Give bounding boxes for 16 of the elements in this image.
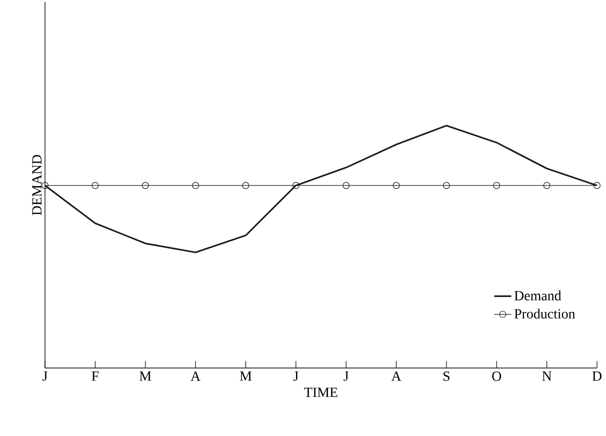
x-tick-label: N <box>542 372 552 381</box>
x-tick-label: J <box>344 372 349 381</box>
x-tick-label: D <box>592 372 602 381</box>
x-tick-label: M <box>240 372 252 381</box>
legend-label: Production <box>514 308 576 319</box>
y-axis-title: DEMAND <box>32 154 42 216</box>
x-tick-label: S <box>444 372 450 381</box>
x-tick-label: O <box>492 372 502 381</box>
x-tick-label: J <box>42 372 48 381</box>
x-tick-label: A <box>391 372 402 381</box>
x-axis-title: TIME <box>304 388 338 397</box>
x-tick-label: M <box>140 372 152 381</box>
legend-label: Demand <box>514 290 562 300</box>
x-tick-label: J <box>293 372 298 381</box>
x-tick-label: F <box>92 372 99 381</box>
x-tick-label: A <box>190 372 200 381</box>
